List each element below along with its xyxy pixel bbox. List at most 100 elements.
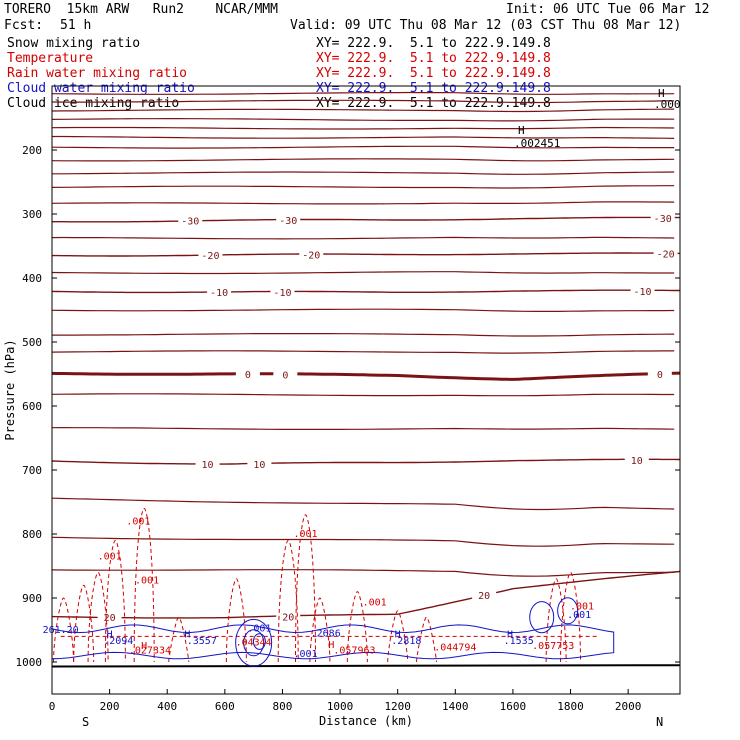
temperature-contour--10	[51, 289, 680, 294]
cloud-water-contour	[557, 597, 579, 625]
temperature-contour-line	[52, 333, 675, 337]
contour-label-bg	[276, 610, 301, 623]
x-tick-label: 0	[49, 700, 56, 713]
temperature-contour-line	[51, 91, 675, 95]
temperature-contour-label: -10	[210, 288, 228, 299]
legend-rain-label: Rain water mixing ratio	[7, 66, 188, 81]
x-axis-label: Distance (km)	[319, 714, 413, 728]
y-tick-label: 700	[22, 464, 42, 477]
contour-label-bg	[630, 284, 655, 297]
rain-value-label: .001	[363, 598, 387, 609]
rain-contour	[560, 571, 582, 663]
surface-line	[51, 664, 681, 668]
cloud-water-contour	[529, 601, 555, 634]
y-tick-label: 300	[22, 208, 42, 221]
temperature-contour-label: -30	[279, 216, 297, 227]
x-tick-label: 1400	[442, 700, 469, 713]
x-tick-label: 1200	[384, 700, 411, 713]
rain-value-label: .027334	[129, 646, 171, 657]
x-tick-label: 2000	[615, 700, 642, 713]
rain-contour	[309, 597, 331, 663]
valid-time: Valid: 09 UTC Thu 08 Mar 12 (03 CST Thu …	[290, 18, 682, 33]
temperature-contour-line	[51, 426, 675, 430]
cloud-value-label: 261.20	[43, 625, 79, 636]
high-marker: H	[328, 640, 334, 651]
temperature-contour-line	[52, 171, 675, 175]
temperature-contour-label: 20	[478, 591, 490, 602]
y-tick-label: 200	[22, 144, 42, 157]
rain-contour	[346, 591, 368, 663]
high-marker: H	[107, 630, 113, 641]
model-run-title: TORERO 15km ARW Run2 NCAR/MMM	[4, 2, 278, 17]
contour-label-bg	[195, 457, 220, 470]
rain-contour	[277, 539, 299, 663]
south-label: S	[82, 715, 89, 729]
temperature-contour-label: 10	[631, 456, 643, 467]
x-tick-label: 1800	[557, 700, 584, 713]
temperature-contour-line	[51, 158, 675, 162]
snow-high-marker-mid: H	[518, 124, 525, 137]
rain-contour	[87, 571, 109, 663]
contour-label-bg	[276, 214, 301, 227]
contour-label-bg	[97, 610, 122, 623]
contour-label-bg	[178, 214, 203, 227]
high-marker: H	[395, 630, 401, 641]
temperature-contour-line	[51, 236, 675, 240]
x-tick-label: 200	[100, 700, 120, 713]
rain-contour	[415, 616, 437, 663]
x-tick-label: 800	[273, 700, 293, 713]
temperature-contour-label: 20	[104, 613, 116, 624]
rain-contour	[133, 507, 155, 663]
north-label: N	[656, 715, 663, 729]
contour-label-bg	[653, 247, 678, 260]
rain-value-label: .044794	[434, 642, 476, 653]
cloud-value-label: .2094	[103, 636, 133, 647]
legend-cloud-ice-xy: XY= 222.9. 5.1 to 222.9.149.8	[316, 96, 551, 111]
rain-contour	[295, 514, 317, 663]
temperature-contour-label: -10	[634, 287, 652, 298]
contour-label-bg	[198, 249, 223, 262]
temperature-contour-0	[51, 371, 681, 381]
rain-value-label: .001	[135, 575, 159, 586]
high-marker: H	[507, 630, 513, 641]
temperature-contour-label: 20	[282, 612, 294, 623]
legend-snow-xy: XY= 222.9. 5.1 to 222.9.149.8	[316, 36, 551, 51]
contour-label-bg	[247, 457, 272, 470]
temperature-contour-line	[52, 135, 675, 139]
y-tick-label: 400	[22, 272, 42, 285]
y-axis-label: Pressure (hPa)	[3, 339, 17, 440]
cloud-value-label: .001	[567, 610, 591, 621]
y-tick-label: 1000	[16, 656, 43, 669]
cloud-water-contour	[252, 633, 266, 650]
temperature-contour--30	[52, 216, 681, 223]
legend-cloud-water-label: Cloud water mixing ratio	[7, 81, 195, 96]
high-marker: H	[141, 641, 147, 652]
snow-value-top: .000	[654, 98, 681, 111]
plot-frame	[51, 85, 681, 695]
forecast-label: Fcst:	[4, 18, 44, 33]
temperature-contour-label: 0	[245, 370, 251, 381]
legend-temperature-label: Temperature	[7, 51, 94, 66]
legend-rain-xy: XY= 222.9. 5.1 to 222.9.149.8	[316, 66, 551, 81]
contour-label-bg	[270, 286, 295, 299]
temperature-contour--20	[52, 252, 681, 257]
cloud-value-label: .2818	[391, 636, 421, 647]
y-tick-label: 800	[22, 528, 42, 541]
y-tick-label: 500	[22, 336, 42, 349]
y-tick-label: 900	[22, 592, 42, 605]
cloud-value-label: .001	[293, 649, 317, 660]
temperature-contour-line	[51, 536, 675, 547]
rain-contour	[73, 584, 95, 663]
rain-contour	[104, 539, 126, 663]
x-tick-label: 1000	[327, 700, 354, 713]
rain-value-label: .04344	[236, 637, 272, 648]
x-tick-label: 600	[215, 700, 235, 713]
temperature-contour-line	[51, 569, 675, 577]
rain-value-label: .057963	[333, 646, 375, 657]
cloud-value-label: .3557	[187, 636, 217, 647]
x-tick-label: 1600	[500, 700, 527, 713]
cloud-value-label: .001	[247, 623, 271, 634]
temperature-contour-20	[51, 570, 681, 619]
rain-contour	[53, 597, 75, 663]
